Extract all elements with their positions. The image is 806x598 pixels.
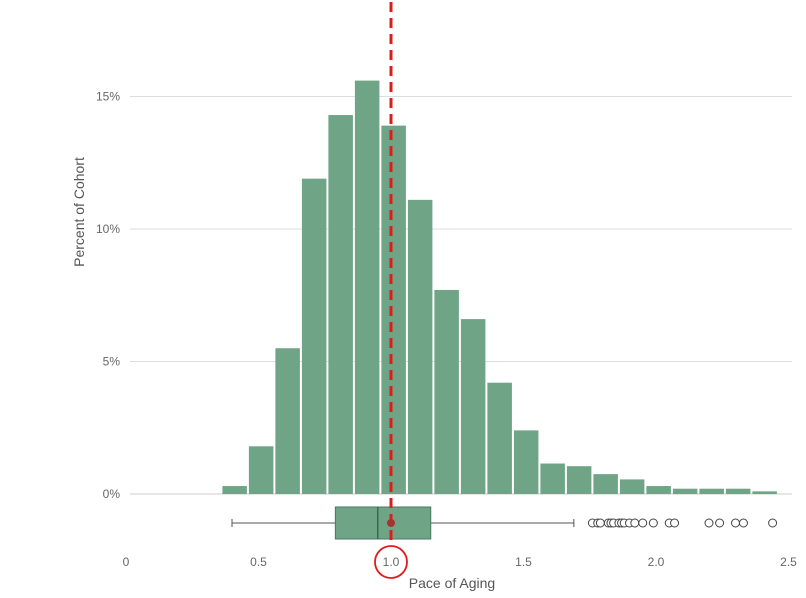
outlier-point — [731, 518, 740, 528]
histogram-bar — [566, 466, 592, 494]
histogram-bar — [328, 115, 353, 495]
y-axis-title: Percent of Cohort — [71, 157, 87, 267]
boxplot — [231, 506, 778, 540]
x-axis-title: Pace of Aging — [409, 575, 495, 591]
histogram-bar — [301, 178, 327, 494]
histogram-bar — [487, 382, 512, 494]
histogram-bar — [434, 289, 459, 494]
x-tick-label: 1.0 — [383, 555, 400, 569]
x-tick-label: 0 — [123, 555, 130, 569]
outlier-point — [715, 518, 725, 528]
highlight-tick-circle — [374, 545, 408, 579]
histogram-bar — [725, 488, 751, 494]
boxplot-box — [334, 506, 432, 540]
histogram-bars — [222, 80, 777, 495]
outlier-point — [768, 518, 778, 528]
y-tick-label: 0% — [103, 487, 121, 501]
histogram-bar — [699, 488, 724, 494]
outlier-point — [648, 518, 658, 528]
histogram-bar — [248, 446, 274, 494]
y-tick-label: 10% — [96, 222, 120, 236]
histogram-bar — [460, 319, 486, 494]
y-tick-label: 5% — [103, 355, 121, 369]
reference-line-group — [374, 2, 408, 579]
histogram-bar — [381, 125, 406, 495]
x-tick-label: 2.5 — [780, 555, 797, 569]
histogram-bar — [513, 430, 539, 494]
outlier-point — [738, 518, 748, 528]
y-axis: 0% 5% 10% 15% — [96, 90, 120, 502]
histogram-bar — [672, 488, 698, 494]
histogram-bar — [646, 486, 671, 494]
y-tick-label: 15% — [96, 90, 120, 104]
histogram-bar — [619, 479, 645, 494]
histogram-bar — [222, 486, 247, 494]
mean-marker — [387, 519, 395, 527]
x-axis: 0 0.5 1.0 1.5 2.0 2.5 — [123, 555, 798, 569]
outlier-point — [595, 518, 605, 528]
outlier-point — [704, 518, 714, 528]
outlier-point — [670, 518, 680, 528]
outlier-point — [638, 518, 648, 528]
x-tick-label: 1.5 — [515, 555, 532, 569]
histogram-bar — [354, 80, 380, 494]
x-tick-label: 0.5 — [250, 555, 267, 569]
histogram-bar — [593, 474, 618, 494]
histogram-bar — [275, 348, 300, 494]
histogram-bar — [540, 463, 565, 494]
histogram-bar — [752, 491, 777, 494]
x-tick-label: 2.0 — [648, 555, 665, 569]
histogram-bar — [407, 199, 433, 494]
outlier-point — [630, 518, 640, 528]
